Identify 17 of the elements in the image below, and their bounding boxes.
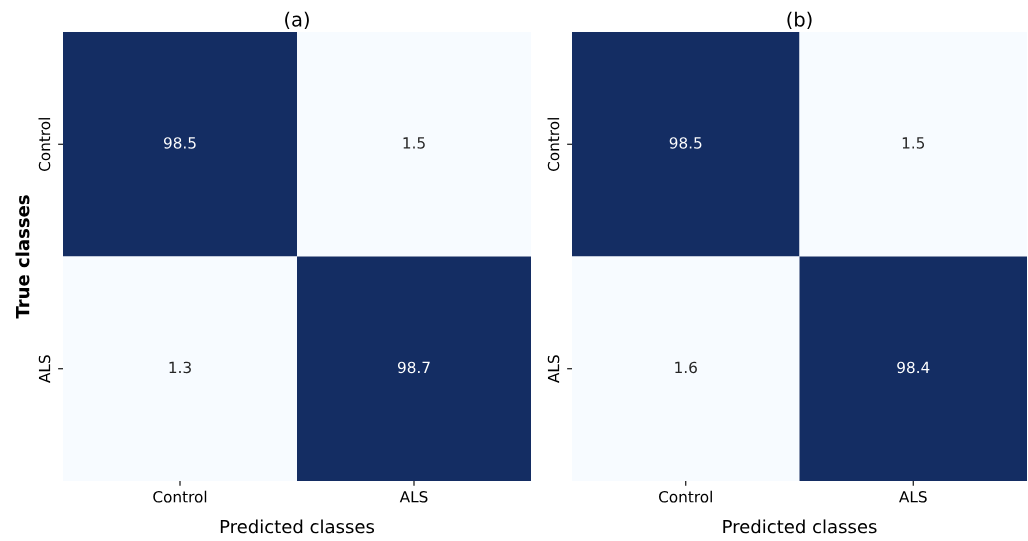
- y-axis-title: True classes: [15, 195, 30, 319]
- chart-title: (a): [285, 11, 309, 30]
- data-label: 98.5: [669, 137, 702, 149]
- x-tick-label: ALS: [899, 490, 927, 503]
- data-label: 98.5: [163, 137, 196, 149]
- x-tick-label: Control: [153, 490, 207, 503]
- x-tick-label: Control: [659, 490, 712, 503]
- data-label: 98.4: [897, 361, 930, 374]
- data-label: 1.5: [403, 137, 425, 149]
- data-label: 98.7: [397, 361, 430, 374]
- chart-title: (b): [787, 11, 812, 30]
- x-tick-label: ALS: [399, 490, 428, 503]
- data-label: 1.5: [902, 137, 925, 149]
- x-axis-title: Predicted classes: [220, 519, 375, 534]
- x-axis-title: Predicted classes: [723, 519, 877, 534]
- data-label: 1.6: [675, 361, 697, 374]
- data-label: 1.3: [169, 361, 191, 374]
